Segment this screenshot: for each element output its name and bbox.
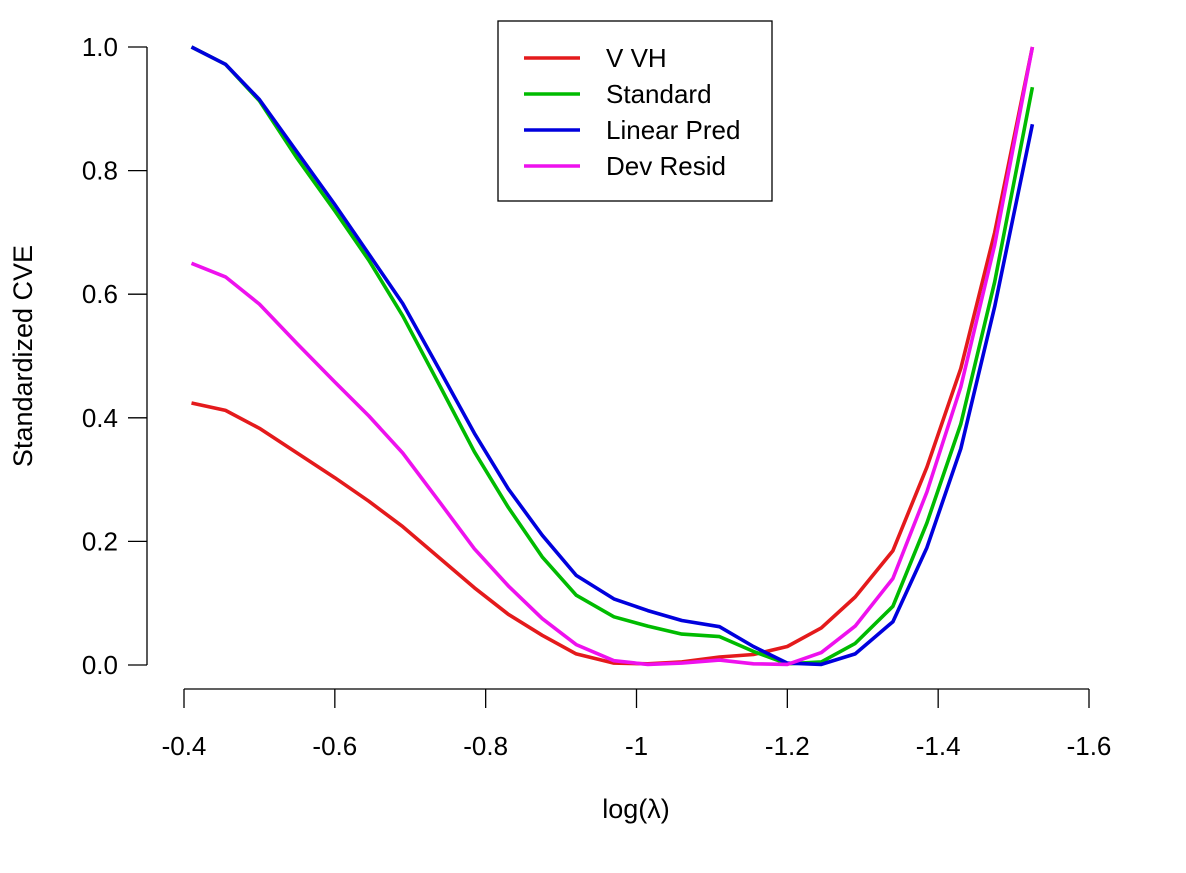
series-line-v-vh xyxy=(191,46,1035,666)
legend-label: Standard xyxy=(606,79,712,109)
y-axis-title: Standardized CVE xyxy=(8,245,38,467)
x-tick-label: -1.2 xyxy=(765,731,810,761)
legend-box xyxy=(497,20,773,202)
legend-label: Linear Pred xyxy=(606,115,740,145)
series-line-standard xyxy=(190,45,1035,666)
x-tick-label: -1.4 xyxy=(916,731,961,761)
x-tick-label: -0.4 xyxy=(162,731,207,761)
x-tick-label: -0.6 xyxy=(312,731,357,761)
y-axis: 0.0 0.2 0.4 0.6 0.8 1.0 xyxy=(82,32,148,680)
series-line-dev-resid xyxy=(190,46,1035,667)
legend-label: Dev Resid xyxy=(606,151,726,181)
y-tick-label: 0.4 xyxy=(82,403,118,433)
y-tick-label: 1.0 xyxy=(82,32,118,62)
x-axis-title: log(λ) xyxy=(602,794,670,824)
legend: V VH Standard Linear Pred Dev Resid xyxy=(497,20,773,202)
plot-area xyxy=(190,45,1035,667)
y-tick-label: 0.8 xyxy=(82,156,118,186)
x-tick-label: -1.6 xyxy=(1067,731,1112,761)
series-line-linear-pred xyxy=(190,45,1035,667)
x-tick-label: -0.8 xyxy=(463,731,508,761)
y-tick-label: 0.2 xyxy=(82,526,118,556)
x-axis: -0.4 -0.6 -0.8 -1 -1.2 -1.4 -1.6 xyxy=(162,688,1112,761)
y-tick-label: 0.6 xyxy=(82,279,118,309)
x-tick-label: -1 xyxy=(625,731,648,761)
y-tick-label: 0.0 xyxy=(82,650,118,680)
legend-label: V VH xyxy=(606,43,667,73)
